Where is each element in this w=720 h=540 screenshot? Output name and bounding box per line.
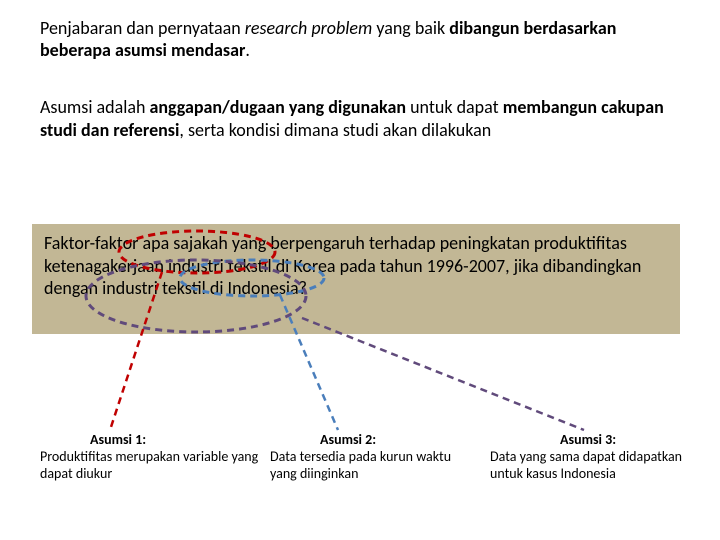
assumption-3: Asumsi 3: Data yang sama dapat didapatka… bbox=[490, 432, 690, 482]
highlight-box: Faktor-faktor apa sajakah yang berpengar… bbox=[32, 224, 680, 334]
connector-3 bbox=[302, 318, 584, 430]
assumption-1: Asumsi 1: Produktifitas merupakan variab… bbox=[40, 432, 260, 482]
paragraph-1: Penjabaran dan pernyataan research probl… bbox=[40, 18, 680, 61]
paragraph-2: Asumsi adalah anggapan/dugaan yang digun… bbox=[40, 96, 680, 141]
assumption-1-title: Asumsi 1: bbox=[40, 432, 260, 449]
assumption-2: Asumsi 2: Data tersedia pada kurun waktu… bbox=[270, 432, 480, 482]
assumption-2-title: Asumsi 2: bbox=[270, 432, 480, 449]
assumption-2-body: Data tersedia pada kurun waktu yang diin… bbox=[270, 448, 451, 482]
assumption-1-body: Produktifitas merupakan variable yang da… bbox=[40, 448, 258, 482]
assumption-3-body: Data yang sama dapat didapatkan untuk ka… bbox=[490, 448, 682, 482]
assumptions-row: Asumsi 1: Produktifitas merupakan variab… bbox=[40, 432, 680, 482]
assumption-3-title: Asumsi 3: bbox=[490, 432, 690, 449]
paragraph-3: Faktor-faktor apa sajakah yang berpengar… bbox=[44, 232, 668, 300]
